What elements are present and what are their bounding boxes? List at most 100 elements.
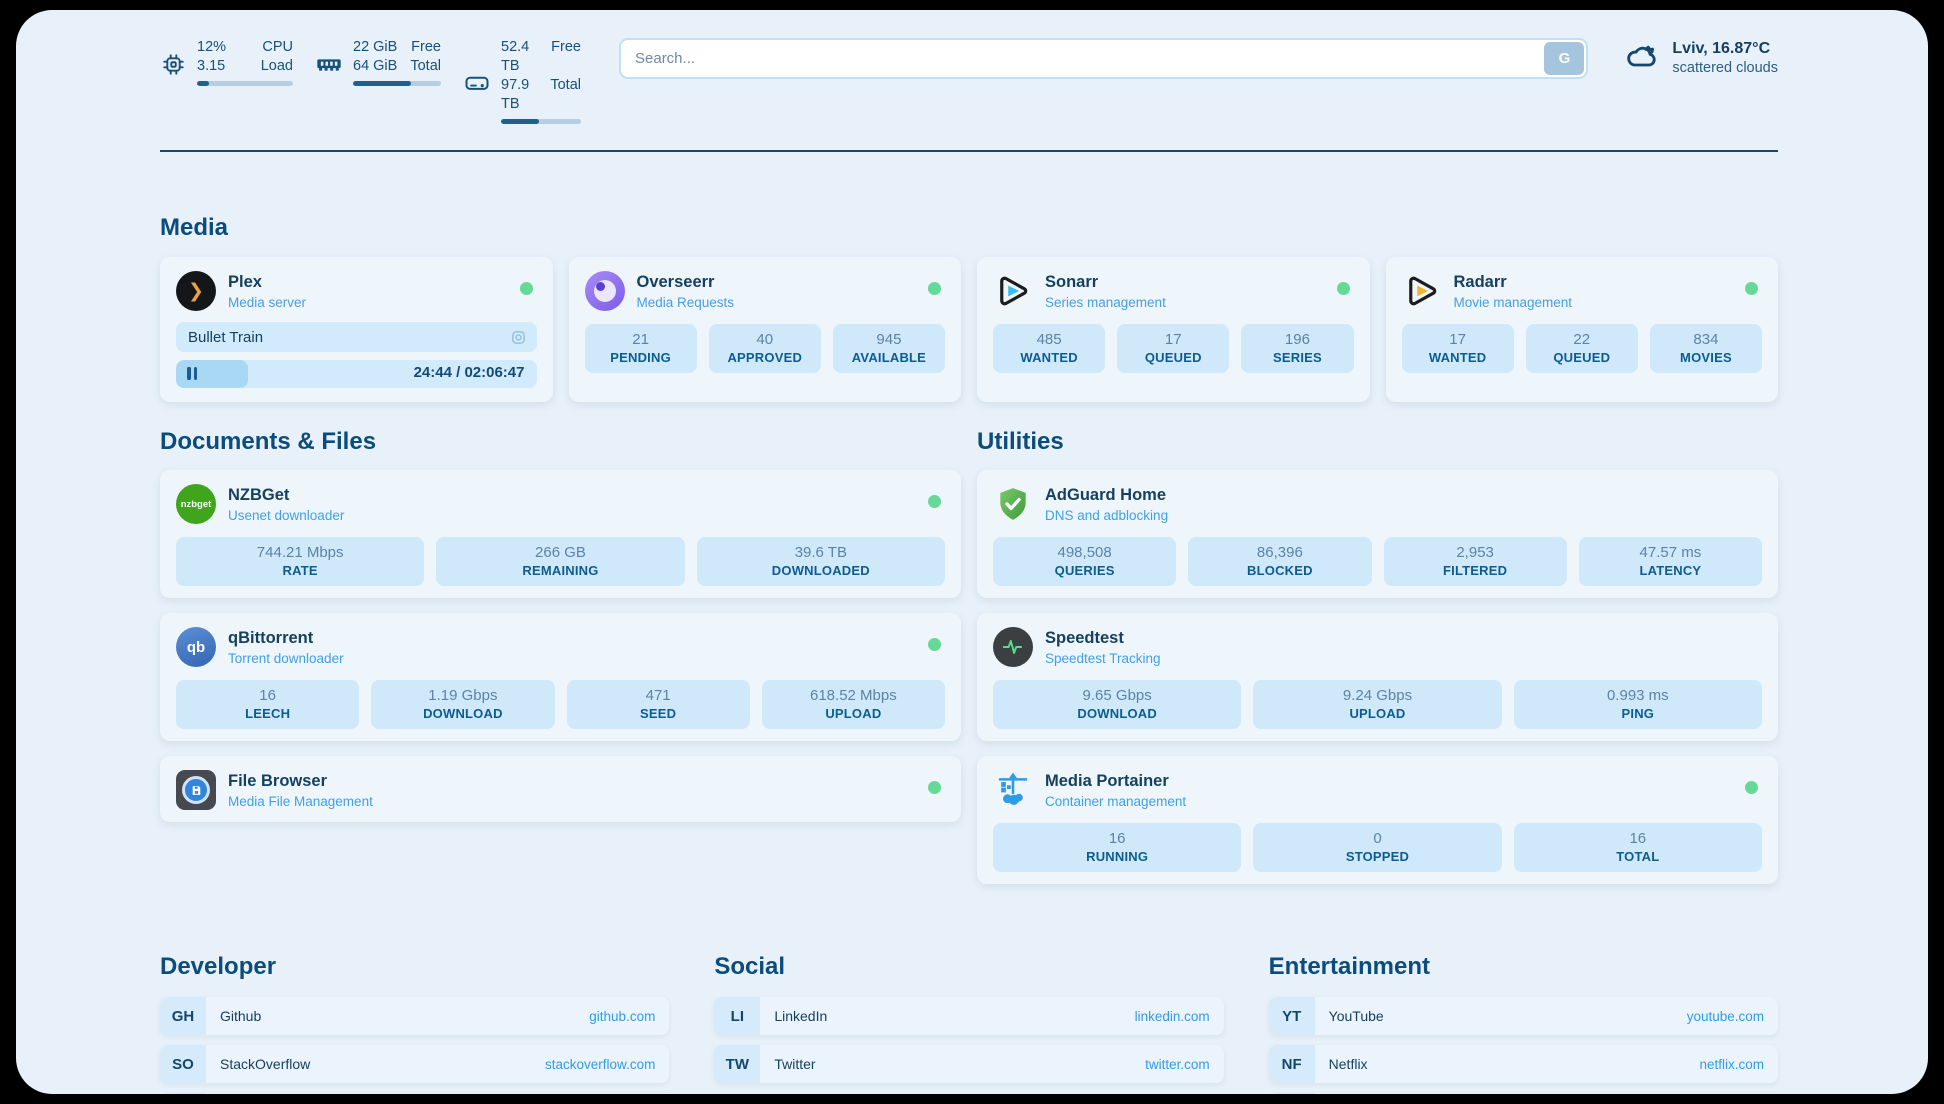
stat-label: TOTAL — [1616, 849, 1660, 864]
link-item-dev[interactable]: DT DEV dev.to — [160, 1093, 670, 1094]
weather-widget: Lviv, 16.87°C scattered clouds — [1624, 38, 1778, 78]
status-dot — [1336, 282, 1350, 295]
search-engine-button[interactable]: G — [1544, 42, 1585, 75]
qbittorrent-icon: qb — [176, 627, 216, 667]
stat-tile: 266 GB REMAINING — [436, 537, 685, 586]
service-name: Media Portainer — [1045, 772, 1169, 790]
link-name: LinkedIn — [774, 1008, 828, 1024]
stat-value: 21 — [632, 331, 649, 348]
stat-label: PING — [1621, 706, 1655, 721]
stat-value: 945 — [876, 331, 902, 348]
stat-value: 196 — [1284, 331, 1310, 348]
portainer-icon — [993, 770, 1033, 810]
service-card-qbittorrent[interactable]: qb qBittorrent Torrent downloader 16 LEE… — [160, 613, 961, 741]
stat-value: 22 — [1573, 331, 1591, 348]
overseerr-icon — [584, 271, 625, 311]
service-card-radarr[interactable]: Radarr Movie management 17 WANTED 22 QUE… — [1385, 257, 1778, 402]
service-card-portainer[interactable]: Media Portainer Container management 16 … — [977, 756, 1778, 884]
stat-label: PENDING — [610, 350, 671, 365]
link-item-twitter[interactable]: TW Twitter twitter.com — [714, 1045, 1224, 1083]
section-title-social: Social — [714, 953, 786, 980]
section-title-entertainment: Entertainment — [1268, 953, 1431, 980]
cloud-icon — [1624, 38, 1660, 74]
link-item-netflix[interactable]: NF Netflix netflix.com — [1268, 1045, 1778, 1083]
stat-value: 40 — [756, 331, 774, 348]
status-dot — [519, 282, 533, 295]
link-abbr-badge: YT — [1268, 997, 1315, 1035]
link-url: youtube.com — [1686, 1008, 1764, 1024]
stat-label: UPLOAD — [825, 706, 882, 721]
stat-value: 16 — [1108, 830, 1126, 847]
service-card-plex[interactable]: ❯ Plex Media server Bullet Train — [160, 257, 553, 402]
section-title-developer: Developer — [160, 953, 277, 980]
stat-label: UPLOAD — [1349, 706, 1406, 721]
stat-tile: 9.24 Gbps UPLOAD — [1253, 680, 1502, 729]
service-card-nzbget[interactable]: nzbget NZBGet Usenet downloader 744.21 M… — [160, 470, 961, 598]
section-developer: Developer GH Github github.com SO StackO… — [160, 953, 670, 1094]
cpu-load-label: Load — [260, 58, 293, 74]
weather-condition: scattered clouds — [1672, 60, 1778, 76]
disk-progress-fill — [501, 119, 539, 124]
stat-tile: 9.65 Gbps DOWNLOAD — [993, 680, 1242, 729]
plex-icon: ❯ — [176, 271, 216, 311]
link-name: Netflix — [1328, 1056, 1368, 1072]
status-dot — [928, 638, 941, 651]
stat-tile: 0.993 ms PING — [1513, 680, 1762, 729]
stat-value: 16 — [259, 687, 276, 704]
link-item-reddit[interactable]: RE Reddit reddit.com — [1268, 1093, 1778, 1094]
stat-tile: 485 WANTED — [993, 324, 1106, 373]
top-bar: 12% CPU 3.15 Load — [16, 10, 1928, 124]
stat-label: AVAILABLE — [851, 350, 927, 365]
service-card-filebrowser[interactable]: File Browser Media File Management — [160, 756, 961, 822]
stat-tile: 196 SERIES — [1241, 324, 1354, 373]
service-subtitle: Media Requests — [636, 295, 735, 310]
link-item-stackoverflow[interactable]: SO StackOverflow stackoverflow.com — [160, 1045, 670, 1083]
stat-label: WANTED — [1020, 350, 1078, 365]
qbittorrent-icon-text: qb — [186, 638, 206, 656]
section-entertainment: Entertainment YT YouTube youtube.com NF … — [1268, 953, 1778, 1094]
ram-total-value: 64 GiB — [353, 58, 398, 74]
stat-value: 498,508 — [1057, 544, 1112, 561]
now-playing-media-icon[interactable] — [510, 329, 527, 346]
service-card-speedtest[interactable]: Speedtest Speedtest Tracking 9.65 Gbps D… — [977, 613, 1778, 741]
service-name: Overseerr — [636, 273, 715, 291]
link-item-youtube[interactable]: YT YouTube youtube.com — [1268, 997, 1778, 1035]
stat-label: RUNNING — [1086, 849, 1149, 864]
dashboard-page: 12% CPU 3.15 Load — [16, 10, 1928, 1094]
link-name: Twitter — [774, 1056, 816, 1072]
search-input[interactable] — [619, 38, 1589, 79]
media-cards-row: ❯ Plex Media server Bullet Train — [160, 257, 1778, 402]
service-card-sonarr[interactable]: Sonarr Series management 485 WANTED 17 Q… — [977, 257, 1370, 402]
service-subtitle: DNS and adblocking — [1045, 508, 1169, 523]
service-subtitle: Series management — [1045, 295, 1166, 310]
service-subtitle: Movie management — [1453, 295, 1573, 310]
link-item-github[interactable]: GH Github github.com — [160, 997, 670, 1035]
service-name: AdGuard Home — [1045, 486, 1167, 504]
link-item-linkedin[interactable]: LI LinkedIn linkedin.com — [714, 997, 1224, 1035]
link-abbr-badge: NF — [1268, 1045, 1315, 1083]
stat-label: RATE — [282, 563, 318, 578]
service-card-overseerr[interactable]: Overseerr Media Requests 21 PENDING 40 A… — [568, 257, 961, 402]
section-social: Social LI LinkedIn linkedin.com TW Twitt… — [714, 953, 1224, 1094]
section-documents: Documents & Files nzbget NZBGet Usenet d… — [160, 410, 961, 899]
service-name: File Browser — [228, 772, 328, 790]
playback-time: 24:44 / 02:06:47 — [413, 364, 525, 381]
stat-value: 744.21 Mbps — [256, 544, 344, 561]
service-subtitle: Container management — [1045, 794, 1187, 809]
service-card-adguard[interactable]: AdGuard Home DNS and adblocking 498,508 … — [977, 470, 1778, 598]
stat-tile: 2,953 FILTERED — [1383, 537, 1567, 586]
stat-tile: 16 TOTAL — [1513, 823, 1762, 872]
service-name: Sonarr — [1045, 273, 1099, 291]
service-name: Radarr — [1453, 273, 1507, 291]
now-playing-title: Bullet Train — [188, 328, 264, 346]
disk-icon — [463, 42, 491, 124]
service-subtitle: Media server — [228, 295, 307, 310]
disk-monitor: 52.4 TB Free 97.9 TB Total — [463, 38, 581, 124]
stat-tile: 40 APPROVED — [708, 324, 821, 373]
stat-label: QUEUED — [1144, 350, 1202, 365]
service-subtitle: Torrent downloader — [228, 651, 344, 666]
nzbget-icon-text: nzbget — [180, 498, 212, 510]
stat-tile: 618.52 Mbps UPLOAD — [761, 680, 945, 729]
stat-value: 9.65 Gbps — [1082, 687, 1152, 704]
stat-value: 16 — [1629, 830, 1647, 847]
